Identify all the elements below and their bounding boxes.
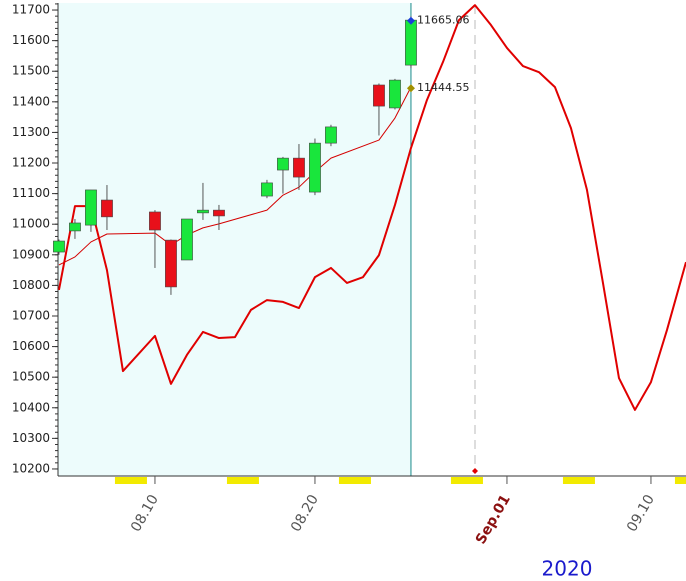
candle-body	[69, 222, 81, 232]
candle-body	[405, 19, 417, 66]
marker-label: 11665.06	[417, 14, 470, 27]
y-tick-label: 10300	[12, 431, 50, 445]
candle-body	[85, 189, 97, 226]
candle-body	[373, 84, 385, 107]
candle-body	[165, 239, 177, 288]
y-tick-label: 10400	[12, 400, 50, 414]
weekend-block	[562, 477, 595, 484]
candle-body	[197, 209, 209, 214]
weekend-block	[450, 477, 483, 484]
candle-body	[149, 211, 161, 231]
candle-body	[53, 240, 65, 253]
x-tick-label: 08.20	[288, 492, 322, 535]
forecast-marker	[472, 468, 478, 474]
value-marker	[406, 16, 415, 25]
candle-body	[181, 218, 193, 261]
weekend-block	[338, 477, 371, 484]
y-tick-label: 11500	[12, 64, 50, 78]
candle-body	[389, 79, 401, 109]
weekend-block	[674, 477, 686, 484]
candle-body	[213, 209, 225, 217]
candle-body	[101, 199, 113, 218]
y-tick-label: 11600	[12, 33, 50, 47]
history-shade	[58, 3, 411, 476]
weekend-block	[226, 477, 259, 484]
candle-body	[325, 126, 337, 144]
x-axis-label: 2020	[542, 557, 593, 581]
candle-body	[261, 182, 273, 197]
x-tick-label: 09.10	[624, 492, 658, 535]
y-tick-label: 10500	[12, 370, 50, 384]
x-tick-label: Sep.01	[473, 492, 514, 547]
y-tick-label: 10800	[12, 278, 50, 292]
y-tick-label: 11300	[12, 125, 50, 139]
marker-label: 11444.55	[417, 81, 470, 94]
candle-body	[293, 157, 305, 178]
y-tick-label: 11100	[12, 186, 50, 200]
y-tick-label: 11700	[12, 3, 50, 17]
x-tick-label: 08.10	[128, 492, 162, 535]
y-tick-label: 11400	[12, 94, 50, 108]
candle-body	[309, 142, 321, 193]
y-tick-label: 10200	[12, 461, 50, 475]
value-marker	[406, 84, 415, 93]
y-tick-label: 10700	[12, 308, 50, 322]
y-tick-label: 10600	[12, 339, 50, 353]
y-tick-label: 11000	[12, 217, 50, 231]
line-series	[57, 4, 686, 411]
weekend-block	[114, 477, 147, 484]
candle-body	[277, 157, 289, 171]
y-tick-label: 11200	[12, 156, 50, 170]
y-tick-label: 10900	[12, 247, 50, 261]
